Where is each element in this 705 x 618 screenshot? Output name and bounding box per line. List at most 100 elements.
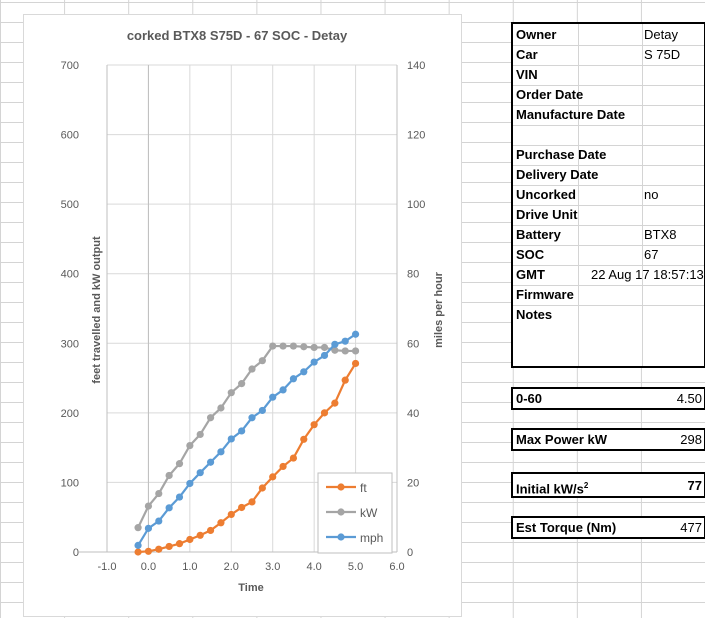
data-point-mph [206, 458, 215, 466]
data-point-ft [217, 519, 225, 527]
info-label: Order Date [516, 87, 584, 102]
data-point-kW [248, 365, 256, 373]
y2-tick-label: 20 [407, 477, 419, 489]
y-tick-label: 300 [61, 338, 79, 350]
data-point-kW [144, 502, 153, 510]
legend-marker-mph [337, 533, 345, 541]
x-tick-label: 2.0 [224, 561, 239, 573]
data-point-mph [217, 448, 225, 456]
torque-cell[interactable]: Est Torque (Nm) 477 [511, 516, 705, 539]
data-point-mph [331, 340, 339, 348]
data-point-ft [144, 547, 153, 555]
series-line-ft [137, 362, 357, 554]
data-point-mph [144, 524, 153, 532]
info-value: BTX8 [644, 227, 677, 242]
data-point-mph [227, 435, 235, 443]
info-label: Car [516, 47, 538, 62]
data-point-mph [258, 406, 266, 415]
data-point-kW [300, 343, 308, 351]
torque-value: 477 [680, 520, 702, 535]
info-row[interactable]: Firmware [513, 285, 704, 306]
data-point-mph [248, 414, 256, 422]
info-row[interactable]: Order Date [513, 85, 704, 106]
data-point-mph [196, 469, 204, 477]
info-row[interactable]: Battery BTX8 [513, 225, 704, 246]
y-tick-label: 0 [73, 547, 79, 559]
data-point-mph [310, 358, 318, 366]
y-tick-label: 600 [61, 130, 79, 142]
info-label: Notes [516, 307, 553, 322]
data-point-ft [310, 421, 318, 429]
info-row[interactable]: Uncorked no [513, 185, 704, 206]
data-point-kW [227, 389, 235, 397]
info-value: no [644, 187, 659, 202]
data-point-mph [165, 504, 173, 512]
info-label: Purchase Date [516, 147, 607, 162]
data-point-mph [175, 493, 184, 501]
y2-tick-label: 120 [407, 130, 425, 142]
y2-tick-label: 80 [407, 269, 419, 281]
info-label: GMT [516, 267, 545, 282]
zero-sixty-label: 0-60 [516, 391, 543, 406]
data-point-ft [258, 484, 266, 492]
zero-sixty-cell[interactable]: 0-60 4.50 [511, 387, 705, 410]
info-row[interactable]: Notes [513, 305, 704, 366]
y2-tick-label: 40 [407, 408, 419, 420]
data-point-kW [238, 380, 246, 388]
y2-tick-label: 60 [407, 338, 419, 350]
info-row[interactable]: Delivery Date [513, 165, 704, 186]
y-tick-label: 100 [61, 477, 79, 489]
info-row[interactable] [513, 125, 704, 146]
data-point-kW [289, 342, 298, 350]
data-point-ft [206, 526, 215, 535]
data-point-ft [227, 510, 235, 519]
initial-label-sup: 2 [583, 481, 589, 490]
info-label: Firmware [516, 287, 574, 302]
info-row[interactable]: SOC 67 [513, 245, 704, 266]
y-tick-label: 700 [61, 60, 79, 72]
x-tick-label: 0.0 [141, 561, 156, 573]
info-row[interactable]: Car S 75D [513, 45, 704, 66]
torque-label: Est Torque (Nm) [516, 520, 617, 535]
legend-marker-ft [337, 483, 345, 491]
info-row[interactable]: Owner Detay [513, 25, 704, 46]
y2-tick-label: 0 [407, 547, 413, 559]
info-row[interactable]: Purchase Date [513, 145, 704, 166]
data-point-mph [155, 517, 163, 525]
data-point-ft [196, 531, 204, 539]
initial-cell[interactable]: Initial kW/s2 77 [511, 472, 705, 498]
data-point-ft [279, 462, 287, 471]
info-label: SOC [516, 247, 545, 262]
data-point-ft [134, 548, 142, 556]
data-point-kW [310, 343, 318, 352]
info-row[interactable]: Manufacture Date [513, 105, 704, 126]
x-axis-label: Time [238, 582, 263, 594]
data-point-kW [331, 346, 339, 354]
info-row[interactable]: VIN [513, 65, 704, 86]
data-point-ft [289, 454, 298, 462]
info-label: VIN [516, 67, 538, 82]
max-power-value: 298 [680, 432, 702, 447]
data-point-ft [300, 435, 308, 443]
legend-label: mph [360, 531, 383, 545]
max-power-label: Max Power kW [516, 432, 608, 447]
data-point-kW [165, 471, 173, 480]
info-label: Drive Unit [516, 207, 578, 222]
data-point-kW [279, 342, 287, 350]
info-label: Manufacture Date [516, 107, 626, 122]
info-row[interactable]: GMT 22 Aug 17 18:57:13 [513, 265, 704, 286]
data-point-ft [341, 376, 349, 384]
data-point-mph [351, 330, 360, 338]
info-label: Delivery Date [516, 167, 599, 182]
data-point-kW [134, 524, 142, 532]
info-row[interactable]: Drive Unit [513, 205, 704, 226]
x-tick-label: 4.0 [306, 561, 321, 573]
data-point-ft [248, 498, 256, 506]
max-power-cell[interactable]: Max Power kW 298 [511, 428, 705, 451]
chart[interactable]: corked BTX8 S75D - 67 SOC - Detay Time f… [23, 14, 462, 617]
series-line-kW [137, 344, 356, 529]
data-point-ft [155, 545, 163, 553]
data-point-mph [269, 393, 277, 401]
y-axis-label: feet travelled and kW output [91, 236, 103, 384]
chart-svg: corked BTX8 S75D - 67 SOC - Detay Time f… [61, 28, 445, 594]
